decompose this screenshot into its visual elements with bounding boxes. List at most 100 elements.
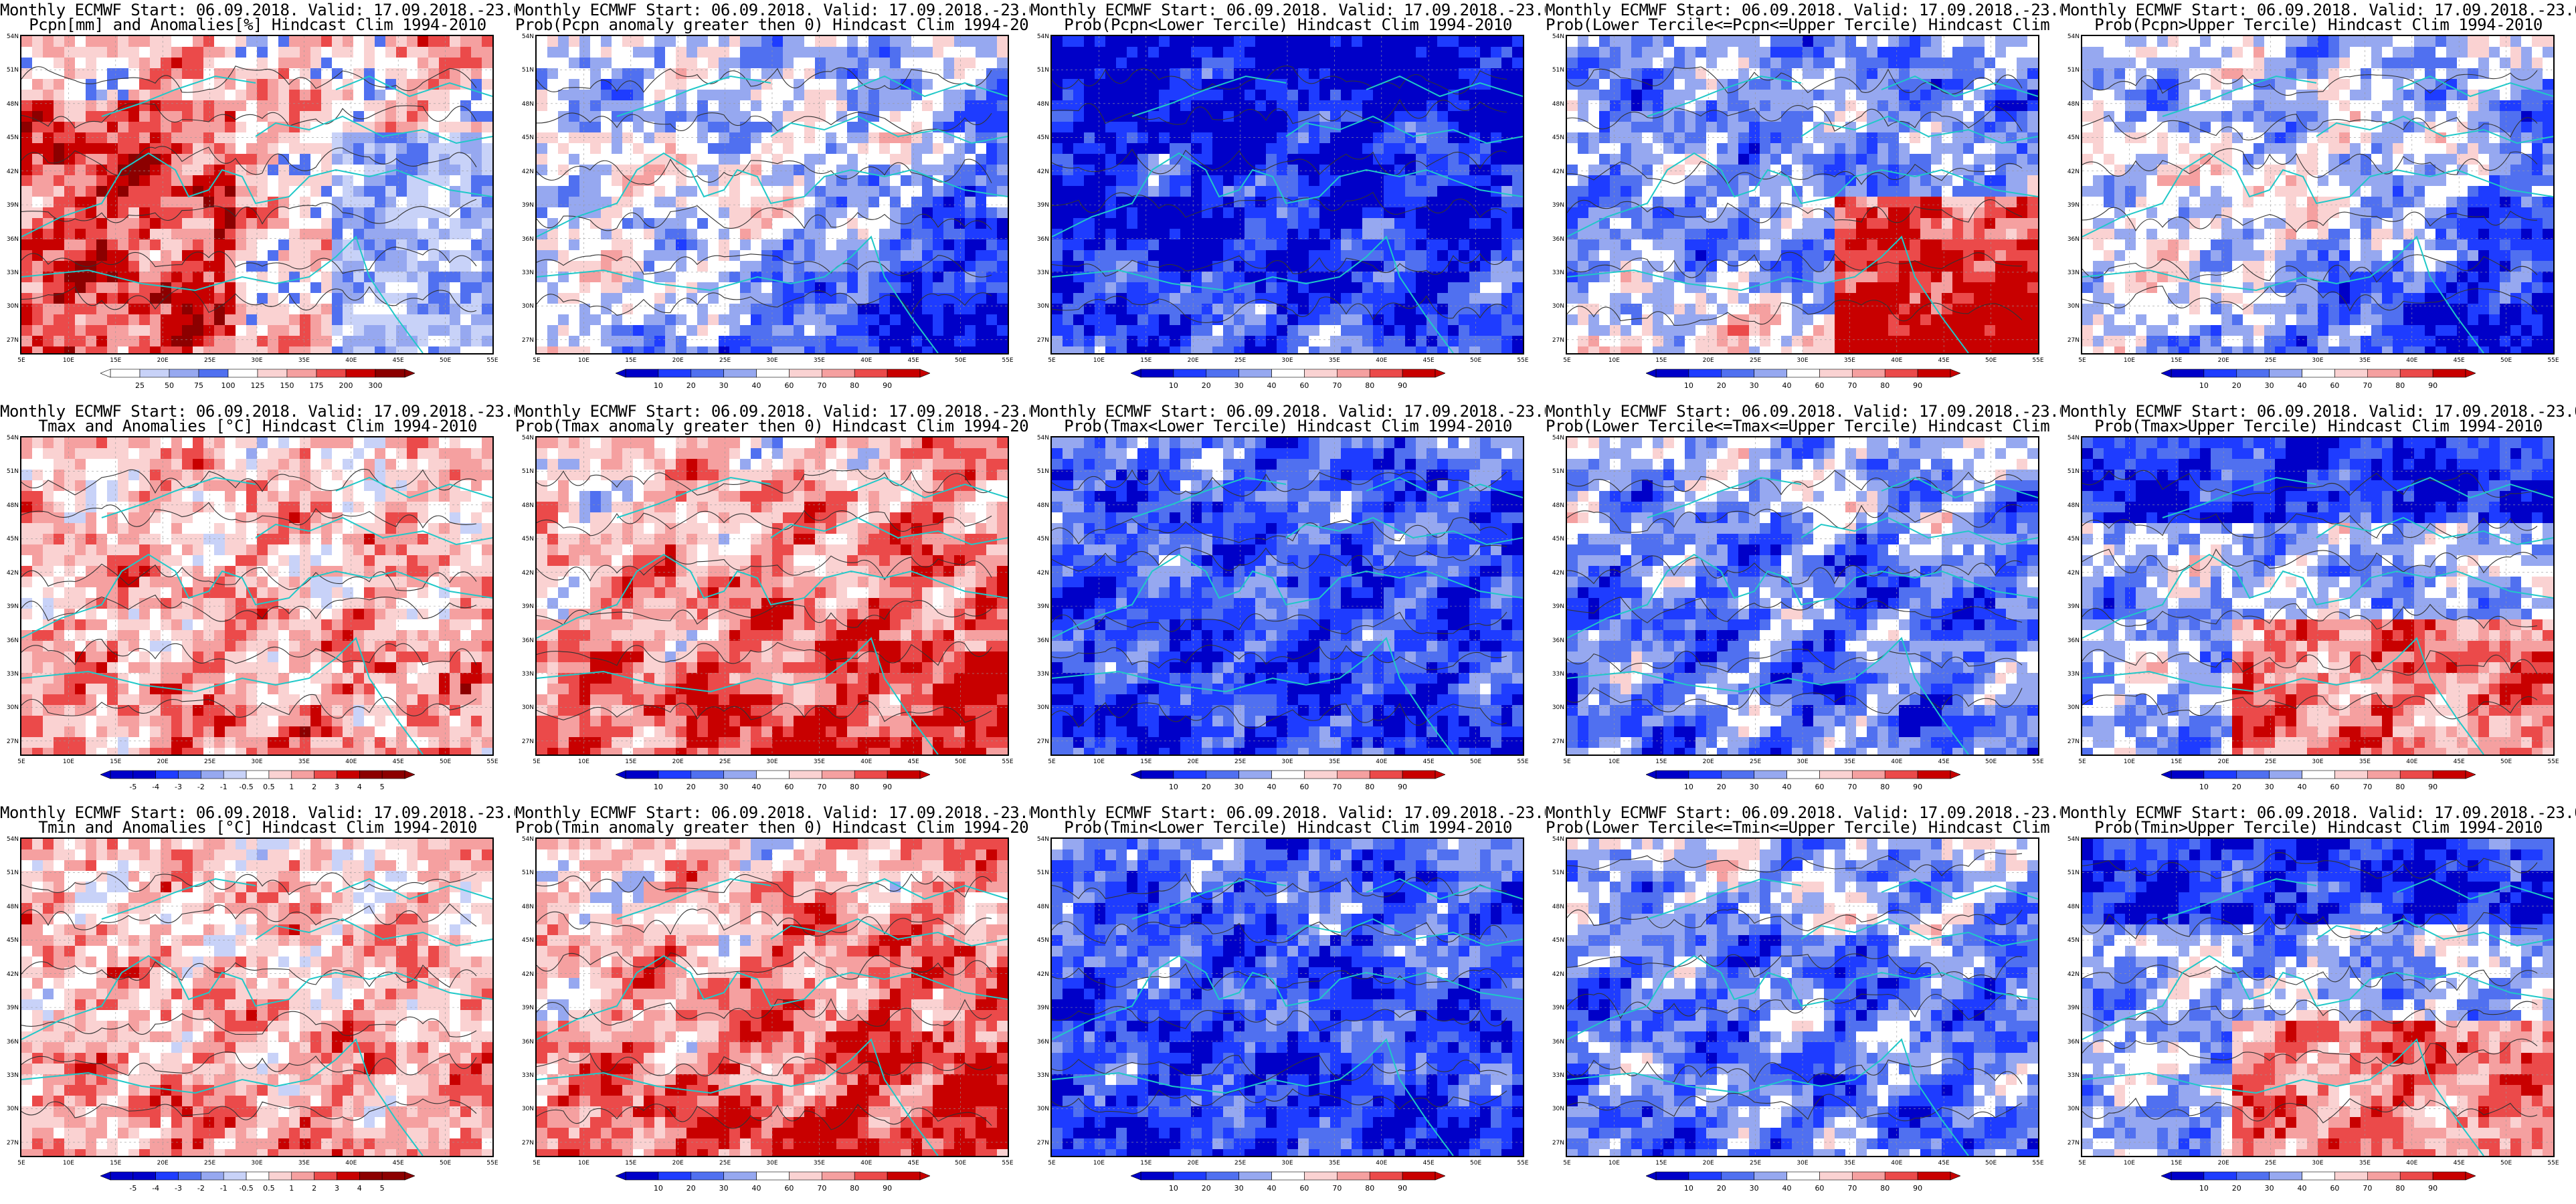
colorbar-tick-label: 90 bbox=[1906, 1184, 1929, 1193]
latitude-label: 48N bbox=[518, 101, 534, 108]
colorbar-tick-label: 20 bbox=[2225, 381, 2248, 390]
longitude-label: 30E bbox=[1789, 1160, 1816, 1167]
latitude-label: 42N bbox=[518, 971, 534, 978]
colorbar-tick-label: 75 bbox=[187, 381, 210, 390]
colorbar-tick-label: 30 bbox=[713, 381, 735, 390]
forecast-map bbox=[20, 837, 494, 1157]
latitude-label: 54N bbox=[3, 836, 19, 843]
colorbar-segment bbox=[2432, 369, 2466, 378]
map-field bbox=[537, 839, 1008, 1156]
colorbar-segment bbox=[381, 770, 405, 779]
colorbar-segment bbox=[359, 1171, 383, 1181]
colorbar-tick-label: 40 bbox=[1261, 783, 1283, 791]
longitude-label: 5E bbox=[1554, 1160, 1580, 1167]
colorbar-max-arrow bbox=[1435, 369, 1445, 378]
latitude-label: 42N bbox=[1548, 570, 1564, 577]
latitude-label: 39N bbox=[2063, 603, 2080, 610]
longitude-label: 20E bbox=[149, 759, 176, 765]
longitude-label: 50E bbox=[2493, 357, 2520, 364]
longitude-label: 35E bbox=[806, 759, 832, 765]
longitude-label: 10E bbox=[2116, 759, 2142, 765]
colorbar-tick-label: 3 bbox=[325, 1184, 348, 1193]
longitude-label: 55E bbox=[479, 357, 506, 364]
longitude-label: 30E bbox=[1274, 759, 1301, 765]
colorbar-tick-label: 10 bbox=[647, 1184, 670, 1193]
colorbar-tick-label: 10 bbox=[2193, 381, 2215, 390]
colorbar-segment bbox=[201, 1171, 224, 1181]
colorbar-segment bbox=[822, 1171, 855, 1181]
map-panel-tmin-4: Monthly ECMWF Start: 06.09.2018. Valid: … bbox=[1546, 803, 2061, 1204]
latitude-label: 36N bbox=[518, 1039, 534, 1045]
longitude-label: 55E bbox=[479, 759, 506, 765]
map-field bbox=[1052, 839, 1523, 1156]
forecast-map bbox=[20, 35, 494, 355]
latitude-label: 54N bbox=[518, 33, 534, 40]
map-field bbox=[1567, 437, 2038, 755]
colorbar-segment bbox=[2334, 1171, 2368, 1181]
longitude-label: 55E bbox=[479, 1160, 506, 1167]
latitude-label: 48N bbox=[1548, 904, 1564, 910]
colorbar-segment bbox=[887, 1171, 921, 1181]
latitude-label: 27N bbox=[518, 738, 534, 745]
longitude-label: 35E bbox=[1321, 357, 1348, 364]
colorbar-tick-label: 1 bbox=[280, 1184, 303, 1193]
latitude-label: 39N bbox=[518, 603, 534, 610]
colorbar-tick-label: 10 bbox=[1162, 1184, 1185, 1193]
colorbar-segment bbox=[789, 1171, 822, 1181]
longitude-label: 25E bbox=[2258, 357, 2284, 364]
colorbar-tick-labels: 10 20 30 40 60 70 80 90 bbox=[1131, 381, 1445, 391]
longitude-label: 35E bbox=[1321, 1160, 1348, 1167]
latitude-label: 33N bbox=[518, 671, 534, 678]
latitude-label: 42N bbox=[1033, 971, 1049, 978]
latitude-label: 30N bbox=[3, 303, 19, 310]
colorbar-tick-label: 30 bbox=[1743, 783, 1766, 791]
longitude-label: 25E bbox=[197, 357, 223, 364]
colorbar-tick-label: -4 bbox=[145, 1184, 167, 1193]
colorbar-tick-label: 80 bbox=[2389, 783, 2411, 791]
colorbar-tick-label: 10 bbox=[1162, 381, 1185, 390]
colorbar-min-arrow bbox=[2161, 1171, 2172, 1181]
map-panel-tmin-3: Monthly ECMWF Start: 06.09.2018. Valid: … bbox=[1030, 803, 1546, 1204]
colorbar-segment bbox=[132, 1171, 156, 1181]
latitude-label: 54N bbox=[3, 33, 19, 40]
latitude-label: 45N bbox=[2063, 134, 2080, 141]
colorbar bbox=[1131, 1171, 1445, 1181]
colorbar-segment bbox=[1206, 770, 1239, 779]
colorbar-tick-label: 40 bbox=[1776, 381, 1799, 390]
longitude-label: 50E bbox=[2493, 759, 2520, 765]
latitude-label: 36N bbox=[1548, 637, 1564, 644]
panel-title-line1: Monthly ECMWF Start: 06.09.2018. Valid: … bbox=[1030, 804, 1546, 821]
colorbar-segment bbox=[2367, 1171, 2401, 1181]
colorbar-tick-label: 125 bbox=[246, 381, 269, 390]
colorbar-tick-label: 50 bbox=[158, 381, 181, 390]
panel-title-line1: Monthly ECMWF Start: 06.09.2018. Valid: … bbox=[2061, 1, 2576, 19]
latitude-label: 36N bbox=[518, 637, 534, 644]
latitude-label: 48N bbox=[2063, 502, 2080, 509]
longitude-label: 45E bbox=[900, 1160, 927, 1167]
colorbar-tick-labels: 10 20 30 40 60 70 80 90 bbox=[1131, 1184, 1445, 1193]
panel-title-line1: Monthly ECMWF Start: 06.09.2018. Valid: … bbox=[515, 403, 1030, 420]
latitude-label: 30N bbox=[1548, 303, 1564, 310]
colorbar-tick-labels: 10 20 30 40 60 70 80 90 bbox=[2161, 783, 2476, 792]
map-panel-tmax-4: Monthly ECMWF Start: 06.09.2018. Valid: … bbox=[1546, 401, 2061, 803]
longitude-label: 5E bbox=[8, 1160, 35, 1167]
longitude-label: 45E bbox=[1415, 357, 1442, 364]
colorbar-segment bbox=[291, 770, 314, 779]
colorbar-segment bbox=[1271, 1171, 1305, 1181]
longitude-label: 25E bbox=[1227, 1160, 1254, 1167]
colorbar-segment bbox=[756, 369, 790, 378]
latitude-label: 45N bbox=[3, 134, 19, 141]
latitude-label: 48N bbox=[2063, 904, 2080, 910]
colorbar-tick-label: 60 bbox=[777, 783, 800, 791]
latitude-label: 36N bbox=[1033, 637, 1049, 644]
colorbar bbox=[2161, 770, 2476, 779]
latitude-label: 42N bbox=[2063, 971, 2080, 978]
colorbar-tick-label: 10 bbox=[1677, 1184, 1700, 1193]
colorbar-min-arrow bbox=[1646, 369, 1657, 378]
latitude-label: 27N bbox=[1033, 337, 1049, 344]
colorbar bbox=[1646, 369, 1960, 378]
colorbar-segment bbox=[2236, 1171, 2270, 1181]
latitude-label: 36N bbox=[1548, 236, 1564, 243]
longitude-label: 40E bbox=[2399, 1160, 2425, 1167]
longitude-label: 35E bbox=[2351, 759, 2378, 765]
